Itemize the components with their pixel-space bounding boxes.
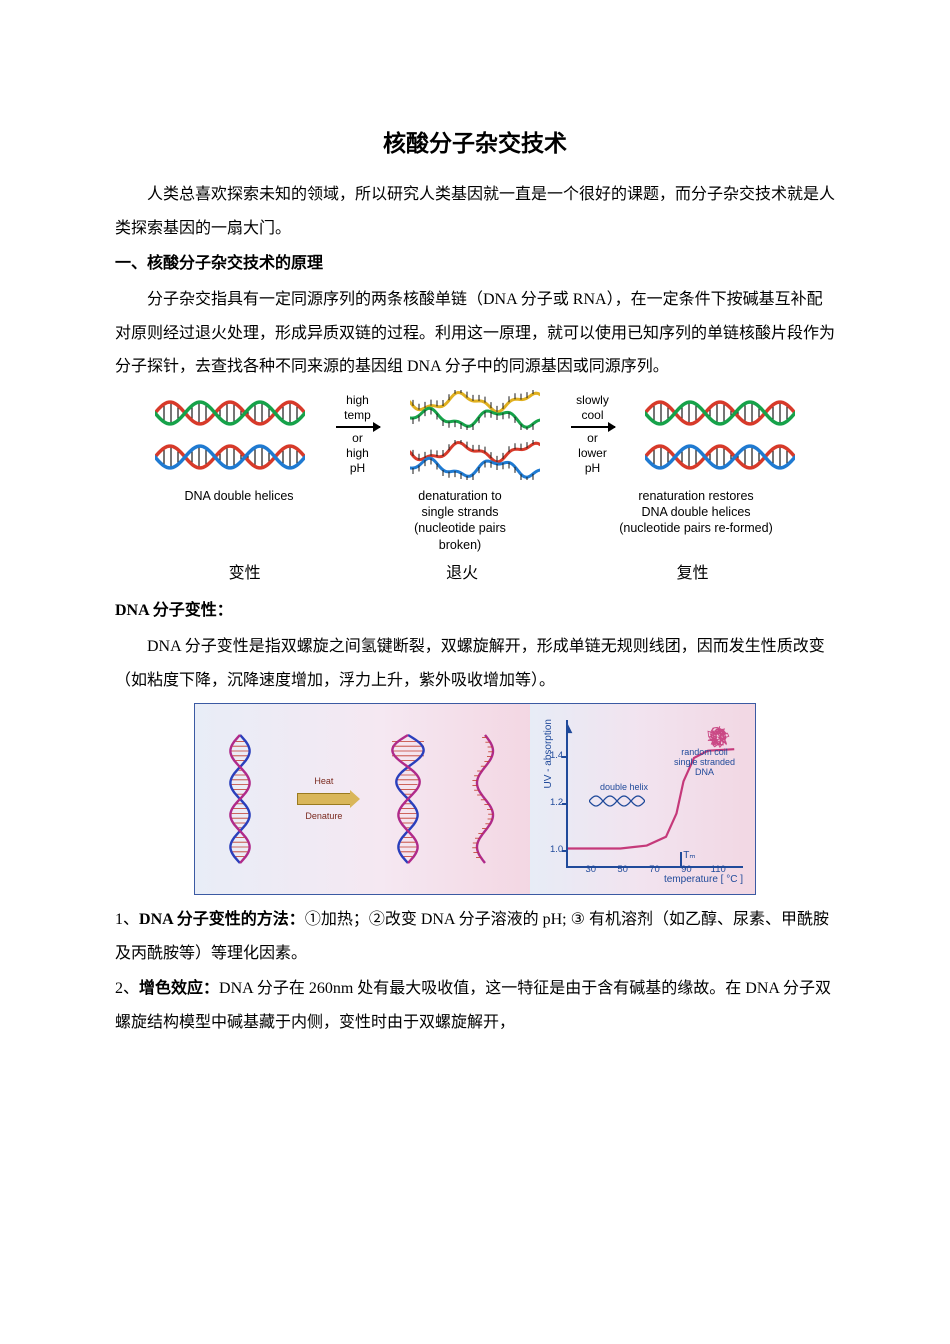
double-helix-icon <box>155 397 305 429</box>
single-strands <box>410 390 540 480</box>
dna-scheme-diagram: high temp or high pH slowly cool or lowe… <box>155 390 795 591</box>
x-tick: 30 <box>585 860 596 880</box>
x-tick: 110 <box>711 860 726 880</box>
caption: DNA double helices <box>155 488 323 553</box>
x-tick: 90 <box>681 860 692 880</box>
vertical-single-strand-icon <box>465 719 505 879</box>
double-helix-label: double helix <box>589 782 659 808</box>
arrow-label: high temp <box>344 393 371 423</box>
item-body: DNA 分子在 260nm 处有最大吸收值，这一特征是由于含有碱基的缘故。在 D… <box>115 980 831 1031</box>
melting-chart: UV - absorption double helix random coil… <box>530 704 755 894</box>
subheading-denature: DNA 分子变性： <box>115 594 835 628</box>
caption: 复性 <box>590 557 795 591</box>
x-axis-label: temperature [ °C ] <box>664 869 743 890</box>
mini-helix-icon <box>589 794 645 808</box>
melting-left-panel: Heat Denature <box>195 704 530 894</box>
vertical-open-helix-icon <box>388 719 428 879</box>
denature-body: DNA 分子变性是指双螺旋之间氢键断裂，双螺旋解开，形成单链无规则线团，因而发生… <box>115 630 835 697</box>
page-title: 核酸分子杂交技术 <box>115 120 835 168</box>
section1-heading: 一、核酸分子杂交技术的原理 <box>115 247 835 281</box>
arrow-label: lower pH <box>578 446 607 476</box>
caption: renaturation restores DNA double helices… <box>597 488 795 553</box>
text: double helix <box>600 782 648 792</box>
x-tick: 70 <box>649 860 660 880</box>
arrow-renature: slowly cool or lower pH <box>563 393 623 476</box>
item-number: 2、 <box>115 980 139 997</box>
helix-pair-left <box>155 397 305 473</box>
chart-area: UV - absorption double helix random coil… <box>538 714 747 890</box>
arrow-label: slowly cool <box>576 393 609 423</box>
ssDNA-icon <box>410 440 540 480</box>
double-helix-icon <box>155 441 305 473</box>
item-lead: DNA 分子变性的方法： <box>139 911 305 928</box>
arrow-right-icon <box>297 793 351 805</box>
heat-arrow: Heat Denature <box>297 772 351 826</box>
caption: denaturation to single strands (nucleoti… <box>323 488 597 553</box>
document-page: 核酸分子杂交技术 人类总喜欢探索未知的领域，所以研究人类基因就一直是一个很好的课… <box>0 0 950 1344</box>
arrow-right-icon <box>336 426 380 428</box>
chart-axes: double helix random coil single stranded… <box>566 720 743 868</box>
vertical-double-helix-icon <box>220 719 260 879</box>
double-helix-icon <box>645 441 795 473</box>
arrow-label: or <box>352 431 363 446</box>
double-helix-icon <box>645 397 795 429</box>
x-tick: 50 <box>617 860 628 880</box>
caption: 变性 <box>155 557 334 591</box>
section1-body: 分子杂交指具有一定同源序列的两条核酸单链（DNA 分子或 RNA），在一定条件下… <box>115 283 835 384</box>
item-2: 2、增色效应：DNA 分子在 260nm 处有最大吸收值，这一特征是由于含有碱基… <box>115 972 835 1039</box>
arrow-right-icon <box>571 426 615 428</box>
melting-diagram: Heat Denature UV - absorption double hel… <box>194 703 756 895</box>
arrow-denature: high temp or high pH <box>328 393 388 476</box>
dna-scheme-captions-en: DNA double helices denaturation to singl… <box>155 488 795 553</box>
dna-scheme-row: high temp or high pH slowly cool or lowe… <box>155 390 795 480</box>
caption: 退火 <box>334 557 590 591</box>
heat-label: Heat <box>314 772 333 791</box>
arrow-label: or <box>587 431 598 446</box>
intro-paragraph: 人类总喜欢探索未知的领域，所以研究人类基因就一直是一个很好的课题，而分子杂交技术… <box>115 178 835 245</box>
item-lead: 增色效应： <box>139 980 219 997</box>
dna-scheme-captions-cn: 变性 退火 复性 <box>155 557 795 591</box>
arrow-label: high pH <box>346 446 369 476</box>
heat-label: Denature <box>305 807 342 826</box>
helix-pair-right <box>645 397 795 473</box>
random-coil-icon <box>703 723 733 751</box>
random-coil-label: random coil single stranded DNA <box>670 747 740 778</box>
item-number: 1、 <box>115 911 139 928</box>
item-1: 1、DNA 分子变性的方法：①加热；②改变 DNA 分子溶液的 pH; ③ 有机… <box>115 903 835 970</box>
ssDNA-icon <box>410 390 540 430</box>
